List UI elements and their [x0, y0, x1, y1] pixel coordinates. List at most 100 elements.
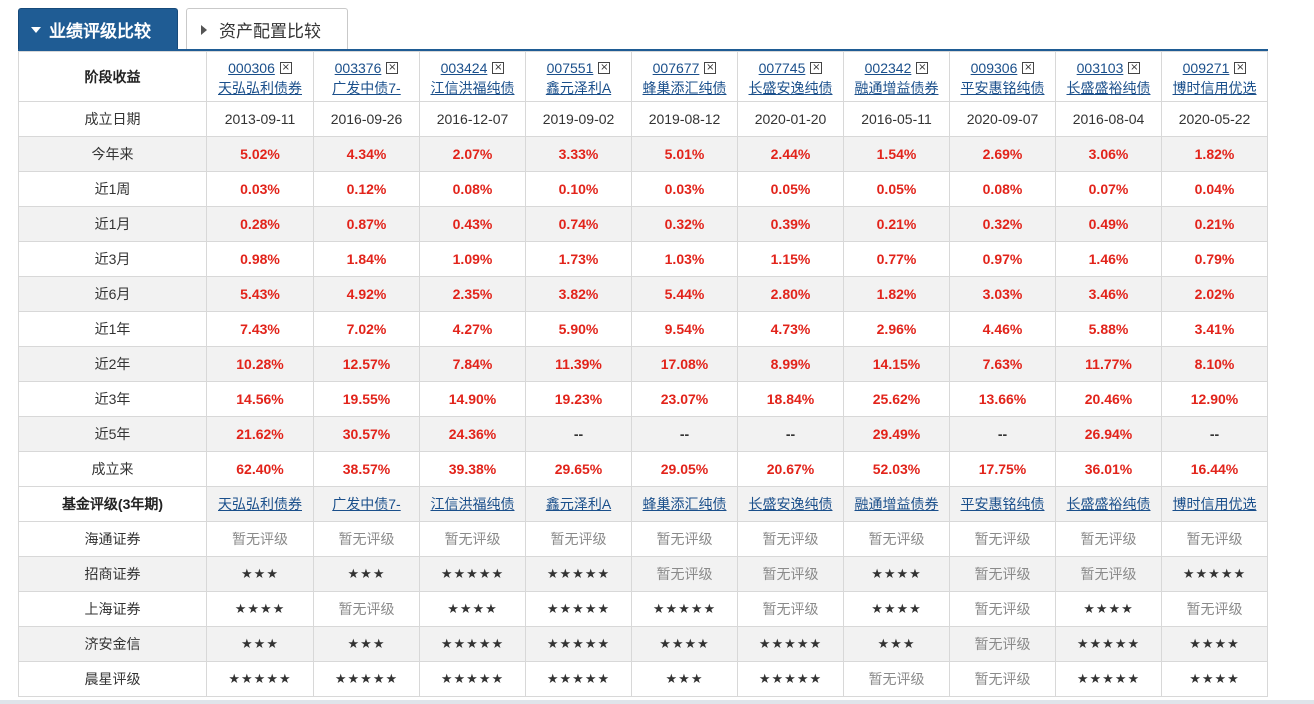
- return-value-cell: 5.88%: [1055, 311, 1162, 347]
- rating-value-cell: 暂无评级: [631, 521, 738, 557]
- rating-value-cell: 暂无评级: [949, 626, 1056, 662]
- fund-name-link[interactable]: 平安惠铭纯债: [960, 496, 1045, 512]
- row-label: 近1月: [18, 206, 207, 242]
- rating-value-cell: ★★★★: [631, 626, 738, 662]
- inception-date-cell: 2016-08-04: [1055, 101, 1162, 137]
- remove-fund-icon[interactable]: ×: [916, 61, 929, 74]
- return-row: 近5年 21.62% 30.57% 24.36% -- -- -- 29.49% -- 26.94…: [18, 416, 1268, 452]
- return-value-cell: 0.43%: [419, 206, 526, 242]
- rating-value-cell: ★★★: [843, 626, 950, 662]
- fund-name-link[interactable]: 蜂巢添汇纯债: [642, 496, 727, 512]
- fund-name-link[interactable]: 融通增益债券: [854, 496, 939, 512]
- fund-name-link[interactable]: 长盛盛裕纯债: [1066, 79, 1151, 96]
- fund-name-link[interactable]: 鑫元泽利A: [545, 496, 612, 512]
- remove-fund-icon[interactable]: ×: [598, 61, 611, 74]
- fund-name-link[interactable]: 天弘弘利债券: [218, 79, 302, 96]
- row-label: 近1年: [18, 311, 207, 347]
- remove-fund-icon[interactable]: ×: [279, 61, 292, 74]
- fund-code-link[interactable]: 003424: [440, 59, 488, 76]
- rating-row: 上海证券 ★★★★ 暂无评级 ★★★★ ★★★★★ ★★★★★ 暂无评级 ★★★★ 暂无评级 ★★…: [18, 591, 1268, 627]
- return-value-cell: 5.01%: [631, 136, 738, 172]
- return-value-cell: 0.04%: [1161, 171, 1268, 207]
- fund-name-link[interactable]: 天弘弘利债券: [218, 496, 302, 512]
- remove-fund-icon[interactable]: ×: [386, 61, 399, 74]
- fund-name-link[interactable]: 博时信用优选: [1172, 496, 1257, 512]
- return-value-cell: 29.49%: [843, 416, 950, 452]
- tab-performance-rating[interactable]: 业绩评级比较: [18, 8, 178, 50]
- fund-name-link[interactable]: 鑫元泽利A: [545, 79, 612, 96]
- rating-value-cell: 暂无评级: [525, 521, 632, 557]
- return-value-cell: 12.90%: [1161, 381, 1268, 417]
- tab-bar: 业绩评级比较 资产配置比较: [0, 0, 1314, 52]
- fund-name-link[interactable]: 广发中债7-: [332, 496, 401, 512]
- fund-name-link[interactable]: 博时信用优选: [1172, 79, 1257, 96]
- rating-header-row: 基金评级(3年期) 天弘弘利债券 广发中债7- 江信洪福纯债 鑫元泽利A 蜂巢添汇纯债 长盛…: [18, 486, 1268, 522]
- fund-code-link[interactable]: 009306: [970, 59, 1018, 76]
- remove-fund-icon[interactable]: ×: [492, 61, 505, 74]
- inception-date-cell: 2016-09-26: [313, 101, 420, 137]
- return-value-cell: 3.82%: [525, 276, 632, 312]
- fund-code-link[interactable]: 007745: [758, 59, 806, 76]
- rating-value-cell: ★★★★★: [1161, 556, 1268, 592]
- return-value-cell: 0.74%: [525, 206, 632, 242]
- return-value-cell: 1.82%: [1161, 136, 1268, 172]
- fund-header-cell: 003103 × 长盛盛裕纯债: [1055, 51, 1162, 102]
- remove-fund-icon[interactable]: ×: [1022, 61, 1035, 74]
- return-value-cell: 0.77%: [843, 241, 950, 277]
- fund-name-link[interactable]: 融通增益债券: [854, 79, 939, 96]
- return-value-cell: 4.46%: [949, 311, 1056, 347]
- fund-name-link[interactable]: 长盛安逸纯债: [748, 496, 833, 512]
- fund-header-cell: 007677 × 蜂巢添汇纯债: [631, 51, 738, 102]
- fund-name-link[interactable]: 蜂巢添汇纯债: [642, 79, 727, 96]
- return-value-cell: 0.08%: [949, 171, 1056, 207]
- tab-underline: [18, 49, 1268, 51]
- return-value-cell: 17.75%: [949, 451, 1056, 487]
- rating-agency-label: 济安金信: [18, 626, 207, 662]
- rating-value-cell: 暂无评级: [206, 521, 314, 557]
- remove-fund-icon[interactable]: ×: [704, 61, 717, 74]
- return-value-cell: --: [737, 416, 844, 452]
- rating-value-cell: 暂无评级: [313, 521, 420, 557]
- rating-fund-cell: 博时信用优选: [1161, 486, 1268, 522]
- fund-name-link[interactable]: 长盛安逸纯债: [748, 79, 833, 96]
- remove-fund-icon[interactable]: ×: [1234, 61, 1247, 74]
- rating-value-cell: ★★★★★: [631, 591, 738, 627]
- rating-value-cell: 暂无评级: [1161, 591, 1268, 627]
- return-value-cell: 7.84%: [419, 346, 526, 382]
- return-value-cell: 62.40%: [206, 451, 314, 487]
- fund-header-row: 阶段收益 000306 × 天弘弘利债券 003376 × 广发中债7- 003424 × 江信洪…: [18, 51, 1268, 102]
- fund-name-link[interactable]: 江信洪福纯债: [430, 79, 515, 96]
- return-value-cell: 8.99%: [737, 346, 844, 382]
- fund-header: 007551 × 鑫元泽利A: [527, 56, 631, 98]
- fund-code-link[interactable]: 003376: [334, 59, 382, 76]
- return-value-cell: 2.07%: [419, 136, 526, 172]
- fund-code-link[interactable]: 003103: [1076, 59, 1124, 76]
- fund-code-line: 003376 ×: [315, 58, 419, 78]
- fund-name-link[interactable]: 广发中债7-: [332, 79, 401, 96]
- remove-fund-icon[interactable]: ×: [1128, 61, 1141, 74]
- fund-code-link[interactable]: 009271: [1182, 59, 1230, 76]
- fund-code-link[interactable]: 000306: [228, 59, 275, 76]
- return-row: 近3年 14.56% 19.55% 14.90% 19.23% 23.07% 18.84% 2…: [18, 381, 1268, 417]
- fund-code-link[interactable]: 002342: [864, 59, 912, 76]
- remove-fund-icon[interactable]: ×: [810, 61, 823, 74]
- inception-date-cell: 2016-05-11: [843, 101, 950, 137]
- fund-name-link[interactable]: 平安惠铭纯债: [960, 79, 1045, 96]
- fund-code-link[interactable]: 007677: [652, 59, 700, 76]
- fund-code-link[interactable]: 007551: [546, 59, 594, 76]
- rating-value-cell: ★★★★★: [525, 661, 632, 697]
- return-value-cell: 23.07%: [631, 381, 738, 417]
- fund-header: 007677 × 蜂巢添汇纯债: [633, 56, 737, 98]
- rating-agency-label: 上海证券: [18, 591, 207, 627]
- fund-header-cell: 003424 × 江信洪福纯债: [419, 51, 526, 102]
- return-value-cell: 20.67%: [737, 451, 844, 487]
- fund-name-link[interactable]: 长盛盛裕纯债: [1066, 496, 1151, 512]
- rating-value-cell: ★★★★★: [419, 661, 526, 697]
- return-value-cell: 1.09%: [419, 241, 526, 277]
- inception-date-row: 成立日期 2013-09-11 2016-09-26 2016-12-07 2019-0…: [18, 101, 1268, 137]
- fund-header-cell: 002342 × 融通增益债券: [843, 51, 950, 102]
- return-value-cell: 39.38%: [419, 451, 526, 487]
- fund-name-link[interactable]: 江信洪福纯债: [430, 496, 515, 512]
- tab-asset-allocation[interactable]: 资产配置比较: [186, 8, 348, 50]
- return-value-cell: --: [631, 416, 738, 452]
